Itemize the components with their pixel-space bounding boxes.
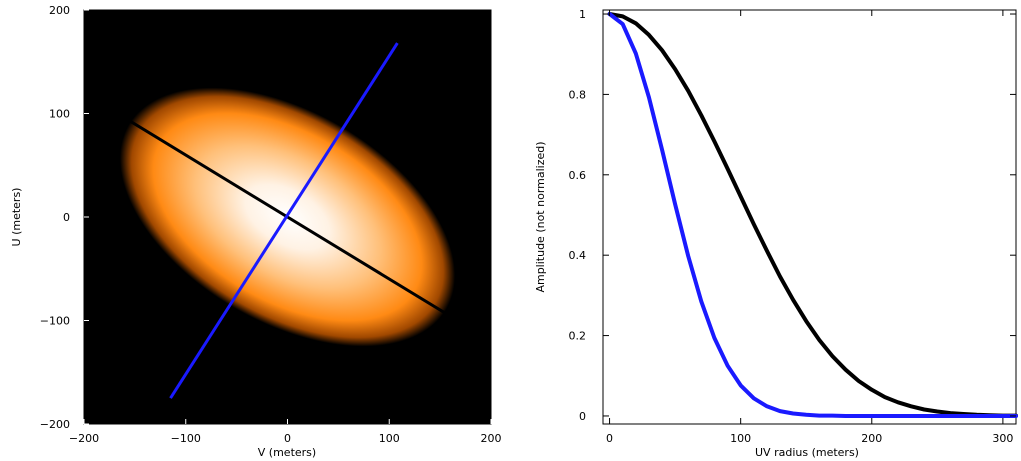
y-tick-label: −200 (40, 418, 70, 431)
y-tick-label: 0.2 (569, 330, 587, 343)
x-tick-label: −100 (171, 432, 201, 445)
amplitude-content (607, 12, 1018, 418)
x-tick-label: 200 (481, 432, 502, 445)
uv-plane-content (116, 42, 459, 399)
y-tick-label: 0 (579, 410, 586, 423)
uv-plane-chart: −200 −100 0 100 200 −200 −100 0 100 200 V (meters… (10, 4, 502, 459)
x-tick-label: 100 (730, 432, 751, 445)
uv-plane-xlabel: V (meters) (258, 446, 316, 459)
narrow-curve (607, 12, 1018, 418)
y-tick-label: 200 (49, 4, 70, 17)
amplitude-ylabel: Amplitude (not normalized) (534, 141, 547, 292)
amplitude-ticks: 0 100 200 300 0 0.2 0.4 0.6 0.8 1 (569, 8, 1016, 445)
y-tick-label: 0 (63, 211, 70, 224)
y-tick-label: 0.6 (569, 169, 587, 182)
x-tick-label: 0 (606, 432, 613, 445)
minor-axis-line (169, 42, 399, 399)
y-tick-label: −100 (40, 315, 70, 328)
amplitude-chart: 0 100 200 300 0 0.2 0.4 0.6 0.8 1 UV radius (mete… (534, 8, 1018, 459)
wide-curve (607, 12, 1018, 418)
x-tick-label: 300 (992, 432, 1013, 445)
x-tick-label: 100 (379, 432, 400, 445)
amplitude-xlabel: UV radius (meters) (755, 446, 859, 459)
x-tick-label: 0 (284, 432, 291, 445)
x-tick-label: 200 (861, 432, 882, 445)
x-tick-label: −200 (69, 432, 99, 445)
y-tick-label: 1 (579, 8, 586, 21)
amplitude-frame (602, 9, 1017, 425)
y-tick-label: 0.4 (569, 249, 587, 262)
uv-plane-ylabel: U (meters) (10, 188, 23, 247)
y-tick-label: 0.8 (569, 88, 587, 101)
uv-plane-ticks: −200 −100 0 100 200 −200 −100 0 100 200 (40, 4, 502, 445)
y-tick-label: 100 (49, 108, 70, 121)
